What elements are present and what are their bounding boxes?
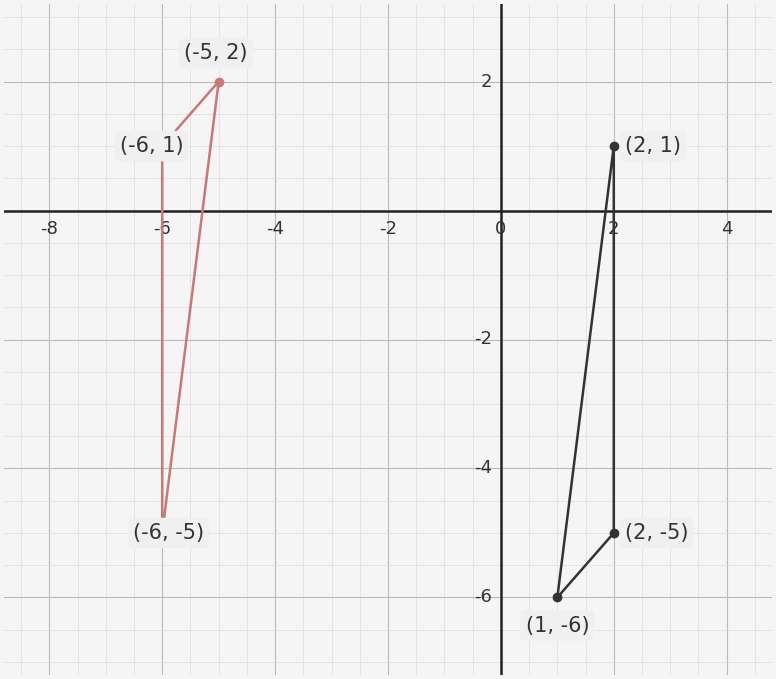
- Text: 2: 2: [608, 220, 619, 238]
- Text: (2, 1): (2, 1): [625, 136, 681, 156]
- Text: -2: -2: [474, 331, 493, 348]
- Text: 4: 4: [721, 220, 733, 238]
- Text: -4: -4: [266, 220, 284, 238]
- Text: (-6, 1): (-6, 1): [120, 136, 183, 156]
- Text: (-6, -5): (-6, -5): [133, 523, 205, 543]
- Text: 0: 0: [495, 220, 507, 238]
- Text: (2, -5): (2, -5): [625, 523, 688, 543]
- Text: -6: -6: [475, 589, 493, 606]
- Text: 2: 2: [481, 73, 493, 90]
- Text: -8: -8: [40, 220, 58, 238]
- Text: (1, -6): (1, -6): [525, 615, 589, 636]
- Text: -6: -6: [154, 220, 171, 238]
- Text: (-5, 2): (-5, 2): [184, 43, 248, 64]
- Text: -2: -2: [379, 220, 397, 238]
- Text: -4: -4: [474, 460, 493, 477]
